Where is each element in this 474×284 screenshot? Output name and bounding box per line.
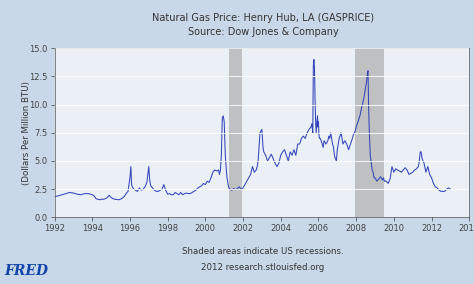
Text: FRED: FRED (5, 264, 49, 278)
Text: 2012 research.stlouisfed.org: 2012 research.stlouisfed.org (201, 263, 325, 272)
Text: Shaded areas indicate US recessions.: Shaded areas indicate US recessions. (182, 247, 344, 256)
Text: Source: Dow Jones & Company: Source: Dow Jones & Company (188, 27, 338, 37)
Text: Natural Gas Price: Henry Hub, LA (GASPRICE): Natural Gas Price: Henry Hub, LA (GASPRI… (152, 13, 374, 23)
Bar (229, 48, 242, 217)
Y-axis label: (Dollars Per Million BTU): (Dollars Per Million BTU) (22, 81, 31, 185)
Bar (355, 48, 384, 217)
